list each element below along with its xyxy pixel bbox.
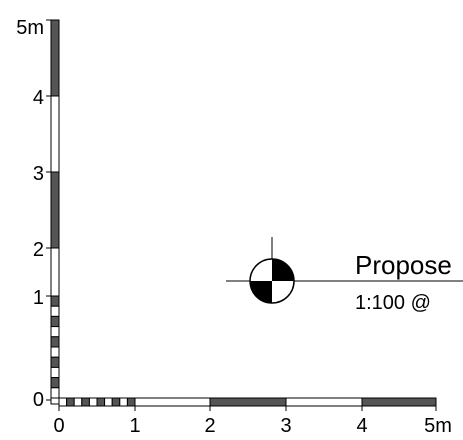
horizontal-minor-segment — [88, 397, 98, 407]
vertical-minor-segment — [50, 356, 60, 368]
x-label-3: 3 — [280, 415, 291, 437]
vertical-minor-segment — [50, 366, 60, 379]
horizontal-minor-segments — [58, 397, 136, 407]
horizontal-minor-segment — [119, 397, 128, 407]
vertical-scale-bar — [46, 19, 60, 405]
x-label-2: 2 — [204, 415, 215, 437]
target-quadrant-top-right — [272, 259, 294, 281]
horizontal-minor-segment — [66, 397, 75, 407]
horizontal-segment-4-5 — [361, 397, 437, 407]
drawing-scale-text: 1:100 @ — [355, 292, 431, 314]
y-label-4: 4 — [33, 87, 44, 109]
vertical-minor-segment — [50, 336, 60, 348]
vertical-minor-segment — [50, 295, 60, 307]
horizontal-segment-2-3 — [209, 397, 287, 407]
target-quadrant-bottom-left — [250, 281, 272, 303]
horizontal-minor-segment — [104, 397, 113, 407]
horizontal-minor-segment — [58, 397, 68, 407]
reference-target-icon — [226, 237, 318, 304]
vertical-segment-2-3 — [50, 171, 60, 249]
y-label-3: 3 — [33, 163, 44, 185]
vertical-minor-segment — [50, 377, 60, 389]
horizontal-scale-bar — [58, 397, 437, 411]
drawing-title: Propose — [355, 250, 452, 280]
y-label-5m: 5m — [16, 17, 44, 39]
horizontal-minor-segment — [126, 397, 136, 407]
vertical-minor-segment — [50, 346, 60, 358]
vertical-minor-segment — [50, 315, 60, 328]
horizontal-minor-segment — [81, 397, 90, 407]
vertical-minor-segment — [50, 305, 60, 317]
x-label-0: 0 — [53, 415, 64, 437]
vertical-minor-segment — [50, 326, 60, 338]
vertical-minor-segment — [50, 387, 60, 399]
y-label-2: 2 — [33, 239, 44, 261]
horizontal-minor-segment — [111, 397, 121, 407]
y-label-0: 0 — [33, 389, 44, 411]
horizontal-minor-segment — [96, 397, 106, 407]
vertical-minor-segments — [50, 295, 60, 399]
horizontal-minor-segment — [73, 397, 83, 407]
x-label-5m: 5m — [424, 415, 452, 437]
y-label-1: 1 — [33, 287, 44, 309]
x-label-1: 1 — [129, 415, 140, 437]
x-label-4: 4 — [356, 415, 367, 437]
vertical-segment-4-5 — [50, 19, 60, 97]
